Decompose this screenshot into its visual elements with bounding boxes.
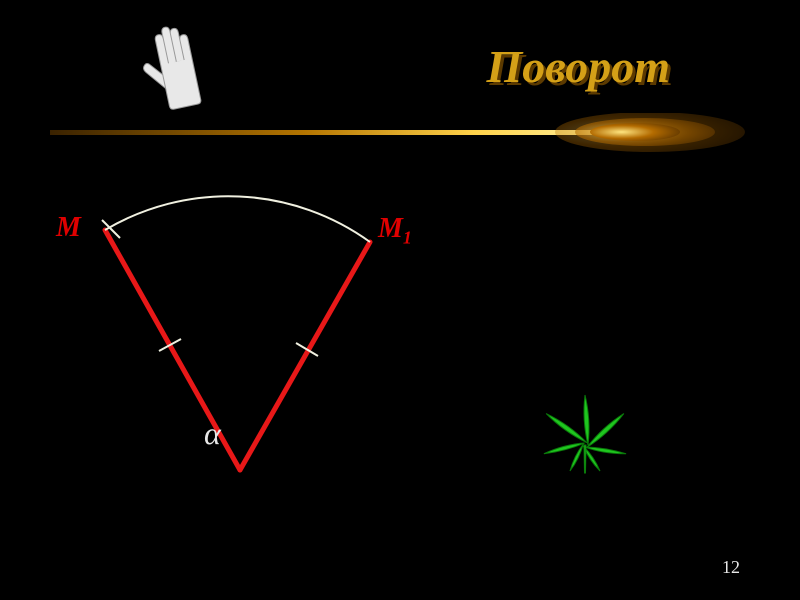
page-number: 12 — [722, 557, 740, 578]
leaf-icon — [530, 390, 640, 505]
label-M1: M1 — [378, 213, 412, 249]
rotation-diagram: M M1 α — [40, 180, 420, 500]
slide-title: Поворот Поворот — [486, 40, 670, 93]
divider-rule — [50, 113, 750, 153]
label-alpha: α — [204, 415, 221, 452]
slide-title-text: Поворот — [486, 41, 670, 92]
hand-icon — [135, 20, 215, 110]
label-M: M — [56, 212, 81, 244]
